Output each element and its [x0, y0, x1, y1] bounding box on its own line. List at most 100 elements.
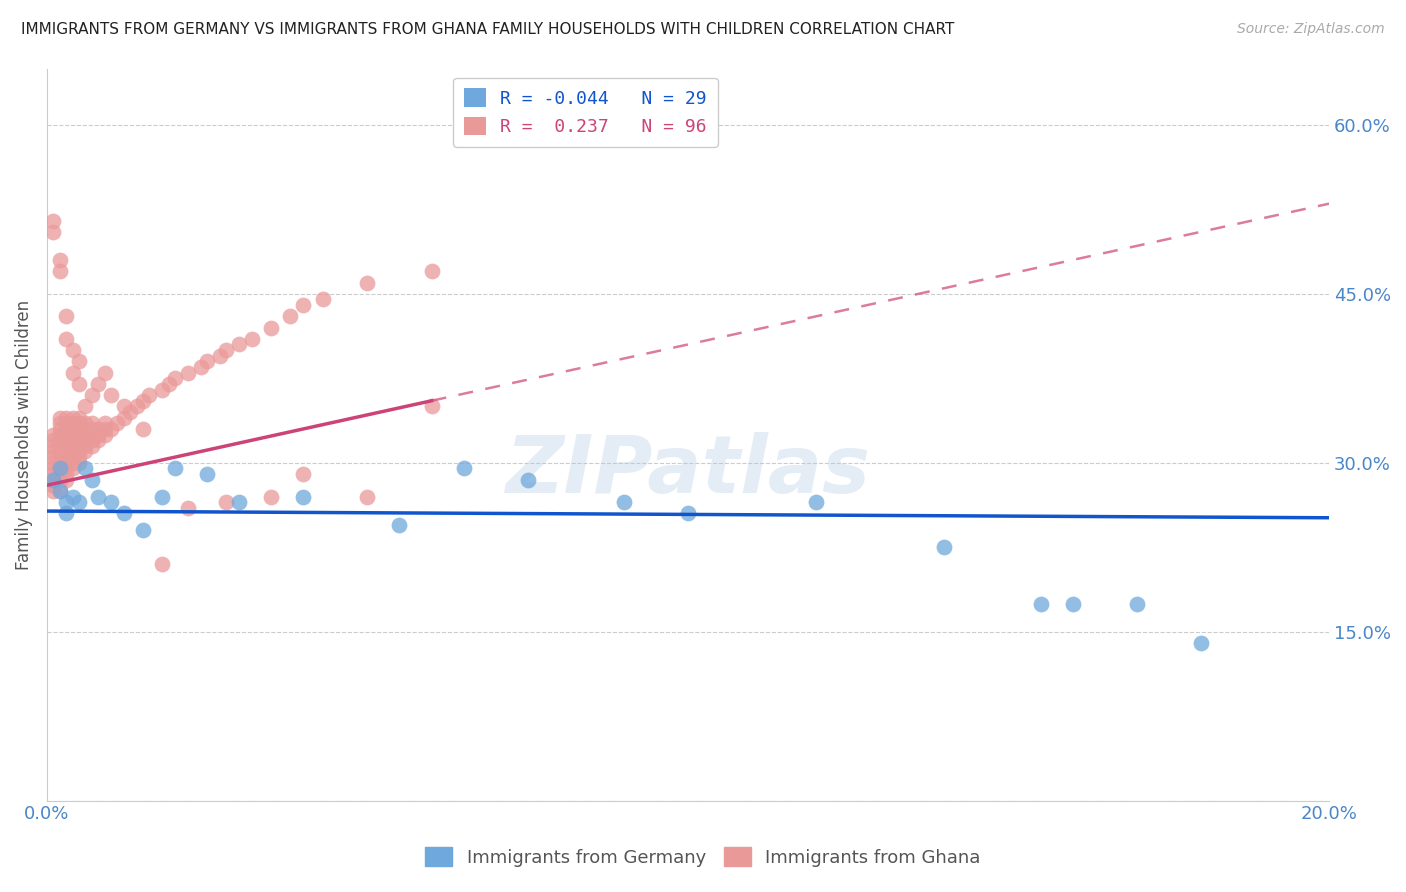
Point: [1125, 597, 1147, 611]
Point: [80, 388, 103, 402]
Point: [67, 427, 90, 442]
Point: [67, 495, 90, 509]
Point: [48, 461, 70, 475]
Point: [613, 495, 636, 509]
Point: [48, 417, 70, 431]
Point: [228, 495, 250, 509]
Point: [62, 456, 84, 470]
Point: [48, 456, 70, 470]
Point: [93, 422, 115, 436]
Point: [55, 456, 77, 470]
Point: [62, 417, 84, 431]
Point: [62, 422, 84, 436]
Point: [260, 320, 283, 334]
Point: [67, 433, 90, 447]
Point: [48, 439, 70, 453]
Point: [165, 461, 187, 475]
Point: [55, 461, 77, 475]
Point: [48, 483, 70, 498]
Point: [42, 456, 65, 470]
Point: [80, 422, 103, 436]
Point: [112, 400, 135, 414]
Point: [1189, 636, 1212, 650]
Point: [112, 507, 135, 521]
Point: [55, 439, 77, 453]
Point: [356, 276, 378, 290]
Point: [42, 483, 65, 498]
Point: [280, 310, 302, 324]
Point: [67, 456, 90, 470]
Point: [67, 439, 90, 453]
Point: [42, 467, 65, 481]
Point: [48, 264, 70, 278]
Point: [240, 332, 263, 346]
Point: [516, 473, 538, 487]
Point: [42, 213, 65, 227]
Legend: Immigrants from Germany, Immigrants from Ghana: Immigrants from Germany, Immigrants from…: [418, 840, 988, 874]
Point: [80, 427, 103, 442]
Point: [165, 371, 187, 385]
Point: [55, 433, 77, 447]
Point: [75, 417, 97, 431]
Point: [55, 467, 77, 481]
Point: [62, 366, 84, 380]
Legend: R = -0.044   N = 29, R =  0.237   N = 96: R = -0.044 N = 29, R = 0.237 N = 96: [453, 78, 717, 147]
Point: [75, 433, 97, 447]
Point: [157, 376, 180, 391]
Point: [75, 439, 97, 453]
Point: [87, 427, 110, 442]
Point: [215, 343, 238, 357]
Point: [48, 473, 70, 487]
Text: Source: ZipAtlas.com: Source: ZipAtlas.com: [1237, 22, 1385, 37]
Point: [138, 388, 160, 402]
Point: [388, 517, 411, 532]
Point: [195, 354, 218, 368]
Point: [150, 490, 173, 504]
Point: [100, 388, 122, 402]
Point: [67, 422, 90, 436]
Point: [67, 450, 90, 464]
Point: [62, 433, 84, 447]
Point: [55, 495, 77, 509]
Point: [62, 450, 84, 464]
Point: [55, 332, 77, 346]
Point: [62, 410, 84, 425]
Point: [48, 444, 70, 458]
Point: [48, 252, 70, 267]
Point: [934, 540, 956, 554]
Point: [804, 495, 827, 509]
Point: [67, 444, 90, 458]
Point: [42, 461, 65, 475]
Point: [93, 366, 115, 380]
Point: [87, 376, 110, 391]
Point: [356, 490, 378, 504]
Point: [75, 427, 97, 442]
Point: [62, 439, 84, 453]
Point: [453, 461, 475, 475]
Point: [75, 444, 97, 458]
Point: [208, 349, 231, 363]
Point: [55, 444, 77, 458]
Point: [100, 495, 122, 509]
Point: [80, 473, 103, 487]
Point: [42, 478, 65, 492]
Point: [48, 410, 70, 425]
Point: [55, 422, 77, 436]
Point: [62, 343, 84, 357]
Point: [48, 473, 70, 487]
Point: [67, 410, 90, 425]
Point: [1029, 597, 1052, 611]
Point: [93, 417, 115, 431]
Point: [75, 461, 97, 475]
Point: [132, 422, 155, 436]
Point: [80, 417, 103, 431]
Point: [55, 427, 77, 442]
Point: [42, 450, 65, 464]
Point: [42, 473, 65, 487]
Point: [48, 461, 70, 475]
Point: [311, 293, 333, 307]
Point: [80, 433, 103, 447]
Point: [100, 422, 122, 436]
Point: [62, 427, 84, 442]
Point: [67, 376, 90, 391]
